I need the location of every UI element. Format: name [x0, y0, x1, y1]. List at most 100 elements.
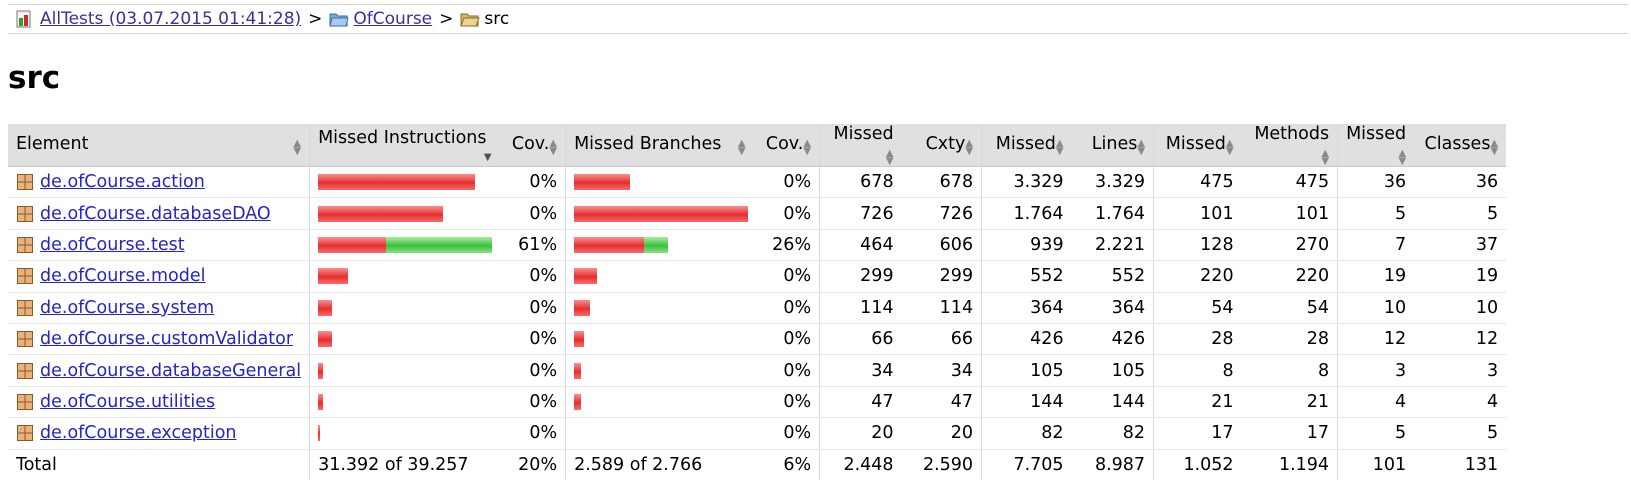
- lines: 364: [1071, 292, 1154, 324]
- col-missed-cxty[interactable]: Missed ▲ ▼: [819, 124, 902, 167]
- branch-coverage: 0%: [753, 260, 820, 293]
- branch-coverage: 0%: [753, 386, 820, 419]
- missed-branches-bar: [565, 386, 754, 419]
- missed-bar: [574, 174, 631, 191]
- missed-classes: 5: [1337, 417, 1415, 450]
- lines: 3.329: [1071, 166, 1154, 199]
- col-missed-branches[interactable]: Missed Branches ▲ ▼: [565, 124, 754, 167]
- table-row: de.ofCourse.exception 0% 0% 20 20 82 82 17 17 5 5: [8, 417, 1507, 450]
- missed-bar: [318, 393, 324, 410]
- cxty: 114: [901, 292, 982, 324]
- breadcrumb-folder-link[interactable]: OfCourse: [353, 9, 433, 29]
- missed-bar: [318, 362, 324, 379]
- sort-icon: ▲ ▼: [737, 138, 746, 157]
- total-row: Total 31.392 of 39.257 20% 2.589 of 2.76…: [8, 449, 1506, 480]
- col-missed-methods[interactable]: Missed ▲ ▼: [1153, 124, 1242, 167]
- col-methods[interactable]: Methods ▲ ▼: [1241, 124, 1338, 167]
- breadcrumb-root[interactable]: AllTests (03.07.2015 01:41:28): [16, 9, 301, 29]
- table-row: de.ofCourse.action 0% 0% 678 678 3.329 3.329 47…: [8, 166, 1507, 199]
- sort-icon: ▲ ▼: [965, 138, 974, 157]
- classes: 10: [1414, 292, 1507, 324]
- methods: 8: [1241, 354, 1338, 387]
- missed-lines: 1.764: [981, 197, 1072, 230]
- missed-lines: 939: [981, 229, 1072, 262]
- missed-cxty: 47: [819, 386, 902, 419]
- col-missed-classes[interactable]: Missed ▲ ▼: [1337, 124, 1415, 167]
- col-element[interactable]: Element ▲ ▼: [8, 124, 310, 167]
- col-branch-coverage[interactable]: Cov. ▲ ▼: [753, 124, 820, 167]
- methods: 28: [1241, 323, 1338, 356]
- missed-lines: 144: [981, 386, 1072, 419]
- sort-icon: ▲ ▼: [1321, 148, 1330, 167]
- col-missed-instructions[interactable]: Missed Instructions ▼: [309, 124, 500, 167]
- missed-bar: [318, 299, 333, 316]
- missed-instructions-bar: [309, 229, 500, 262]
- instruction-coverage: 61%: [499, 229, 566, 262]
- breadcrumb-folder[interactable]: OfCourse: [329, 9, 432, 29]
- col-cxty[interactable]: Cxty ▲ ▼: [901, 124, 982, 167]
- package-link[interactable]: de.ofCourse.databaseGeneral: [40, 360, 302, 381]
- missed-branches-bar: [565, 197, 754, 230]
- package-link[interactable]: de.ofCourse.exception: [40, 423, 237, 444]
- element-cell: de.ofCourse.databaseGeneral: [8, 354, 310, 387]
- branch-coverage: 0%: [753, 323, 820, 356]
- table-row: de.ofCourse.databaseDAO 0% 0% 726 726 1.764 1.…: [8, 197, 1507, 230]
- total-missed-classes: 101: [1337, 449, 1415, 480]
- missed-bar: [574, 205, 749, 222]
- classes: 4: [1414, 386, 1507, 419]
- missed-bar: [318, 268, 349, 285]
- breadcrumb: AllTests (03.07.2015 01:41:28) > OfCours…: [8, 4, 1628, 34]
- missed-bar: [318, 331, 333, 348]
- element-cell: de.ofCourse.customValidator: [8, 323, 310, 356]
- package-link[interactable]: de.ofCourse.action: [40, 172, 205, 193]
- missed-methods: 28: [1153, 323, 1242, 356]
- package-icon: [17, 299, 33, 316]
- missed-cxty: 464: [819, 229, 902, 262]
- classes: 5: [1414, 417, 1507, 450]
- missed-classes: 10: [1337, 292, 1415, 324]
- col-lines[interactable]: Lines ▲ ▼: [1071, 124, 1154, 167]
- col-instruction-coverage[interactable]: Cov. ▲ ▼: [499, 124, 566, 167]
- package-icon: [17, 236, 33, 253]
- total-classes: 131: [1464, 454, 1499, 475]
- total-label: Total: [16, 454, 57, 475]
- table-row: de.ofCourse.customValidator 0% 0% 66 66 426 42…: [8, 323, 1507, 356]
- package-link[interactable]: de.ofCourse.test: [40, 234, 185, 255]
- missed-bar: [574, 268, 598, 285]
- covered-bar: [386, 236, 493, 253]
- branch-coverage: 0%: [753, 197, 820, 230]
- missed-instructions-bar: [309, 197, 500, 230]
- missed-methods: 128: [1153, 229, 1242, 262]
- breadcrumb-root-link[interactable]: AllTests (03.07.2015 01:41:28): [40, 9, 302, 29]
- missed-methods: 101: [1153, 197, 1242, 230]
- package-link[interactable]: de.ofCourse.customValidator: [40, 329, 294, 350]
- table-header: Element ▲ ▼ Missed Instructions ▼ Cov. ▲ ▼ Mi…: [8, 124, 1507, 167]
- col-missed-lines[interactable]: Missed ▲ ▼: [981, 124, 1072, 167]
- missed-bar: [574, 299, 591, 316]
- package-link[interactable]: de.ofCourse.databaseDAO: [40, 203, 271, 224]
- breadcrumb-current-label: src: [484, 9, 510, 29]
- methods: 220: [1241, 260, 1338, 293]
- methods: 17: [1241, 417, 1338, 450]
- lines: 552: [1071, 260, 1154, 293]
- instruction-coverage: 0%: [499, 417, 566, 450]
- col-classes[interactable]: Classes ▲ ▼: [1414, 124, 1507, 167]
- total-branch-coverage: 6%: [783, 454, 812, 475]
- total-instruction-coverage: 20%: [518, 454, 558, 475]
- package-link[interactable]: de.ofCourse.utilities: [40, 391, 216, 412]
- instruction-coverage: 0%: [499, 166, 566, 199]
- breadcrumb-separator: >: [308, 9, 323, 29]
- missed-branches-bar: [565, 354, 754, 387]
- branch-coverage: 0%: [753, 166, 820, 199]
- lines: 1.764: [1071, 197, 1154, 230]
- package-link[interactable]: de.ofCourse.model: [40, 266, 206, 287]
- total-branches: 2.589 of 2.766: [565, 449, 754, 480]
- lines: 144: [1071, 386, 1154, 419]
- instruction-coverage: 0%: [499, 386, 566, 419]
- missed-branches-bar: [565, 417, 754, 450]
- missed-lines: 364: [981, 292, 1072, 324]
- package-link[interactable]: de.ofCourse.system: [40, 297, 215, 318]
- missed-branches-bar: [565, 229, 754, 262]
- package-icon: [17, 393, 33, 410]
- cxty: 678: [901, 166, 982, 199]
